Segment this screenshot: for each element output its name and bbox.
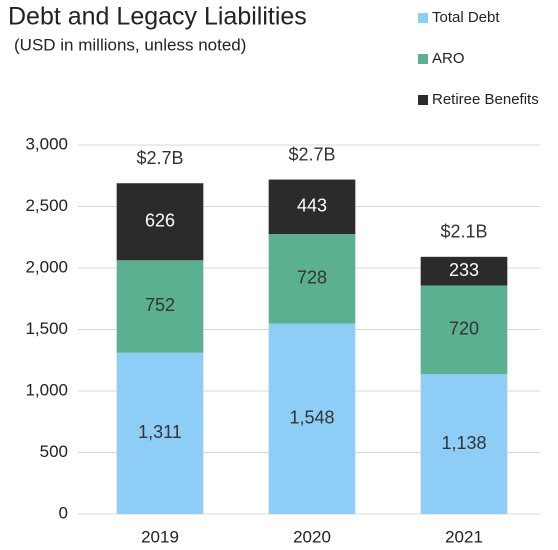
total-label: $2.7B xyxy=(136,148,183,168)
legend-swatch xyxy=(418,13,428,23)
legend-label: Total Debt xyxy=(432,9,500,26)
y-tick-label: 2,500 xyxy=(25,196,68,215)
data-label: 233 xyxy=(449,260,479,280)
bar-segment xyxy=(116,183,204,261)
legend-label: Retiree Benefits xyxy=(432,91,539,108)
bar-segment xyxy=(268,234,356,324)
y-tick-label: 1,500 xyxy=(25,319,68,338)
y-tick-label: 2,000 xyxy=(25,257,68,276)
legend-swatch xyxy=(418,95,428,105)
data-label: 1,311 xyxy=(138,422,182,442)
chart-title: Debt and Legacy Liabilities xyxy=(8,3,307,31)
total-label: $2.7B xyxy=(288,144,335,164)
data-label: 626 xyxy=(145,211,175,231)
y-tick-label: 1,000 xyxy=(25,380,68,399)
data-label: 1,138 xyxy=(441,433,486,453)
data-label: 752 xyxy=(145,295,175,315)
x-tick-label: 2020 xyxy=(293,527,331,546)
x-tick-label: 2019 xyxy=(141,527,179,546)
data-label: 720 xyxy=(449,318,479,338)
legend-swatch xyxy=(418,54,428,64)
y-tick-label: 0 xyxy=(59,503,68,522)
data-label: 1,548 xyxy=(289,408,334,428)
data-label: 728 xyxy=(297,268,327,288)
y-tick-label: 500 xyxy=(40,442,68,461)
bar-segment xyxy=(420,285,508,375)
chart-subtitle: (USD in millions, unless noted) xyxy=(14,35,246,54)
bar-segment xyxy=(116,260,204,353)
bar-segment xyxy=(268,323,356,514)
data-label: 443 xyxy=(297,196,327,216)
x-tick-label: 2021 xyxy=(445,527,483,546)
bar-segment xyxy=(268,179,356,235)
bar-segment xyxy=(420,374,508,514)
total-label: $2.1B xyxy=(440,222,487,242)
bar-segment xyxy=(116,352,204,514)
legend-label: ARO xyxy=(432,50,465,67)
y-tick-label: 3,000 xyxy=(25,134,68,153)
bar-segment xyxy=(420,256,508,286)
